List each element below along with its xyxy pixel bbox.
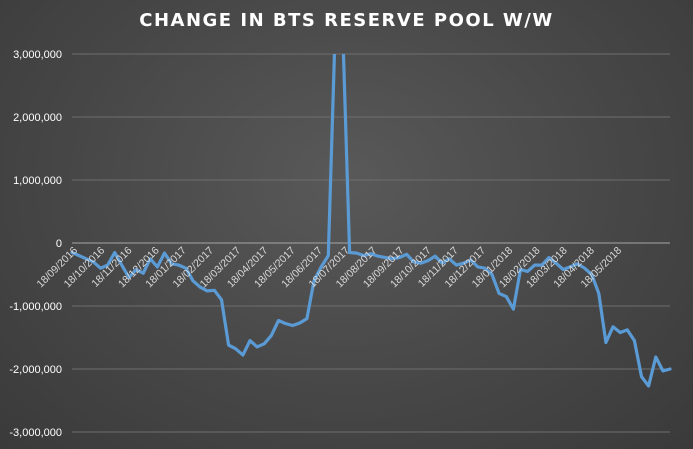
y-tick-label: -3,000,000 xyxy=(9,427,62,439)
y-tick-label: 2,000,000 xyxy=(13,112,62,124)
gridlines xyxy=(72,53,670,433)
y-tick-label: 1,000,000 xyxy=(13,175,62,187)
series-line xyxy=(70,54,672,388)
y-axis-ticks: 3,000,000 2,000,000 1,000,000 0 -1,000,000 -2… xyxy=(9,49,62,439)
y-tick-label: -2,000,000 xyxy=(9,364,62,376)
series-layer xyxy=(70,54,672,388)
y-tick-label: -1,000,000 xyxy=(9,301,62,313)
y-tick-label: 3,000,000 xyxy=(13,49,62,61)
chart-title: CHANGE IN BTS RESERVE POOL W/W xyxy=(139,10,554,31)
y-tick-label: 0 xyxy=(56,238,62,250)
